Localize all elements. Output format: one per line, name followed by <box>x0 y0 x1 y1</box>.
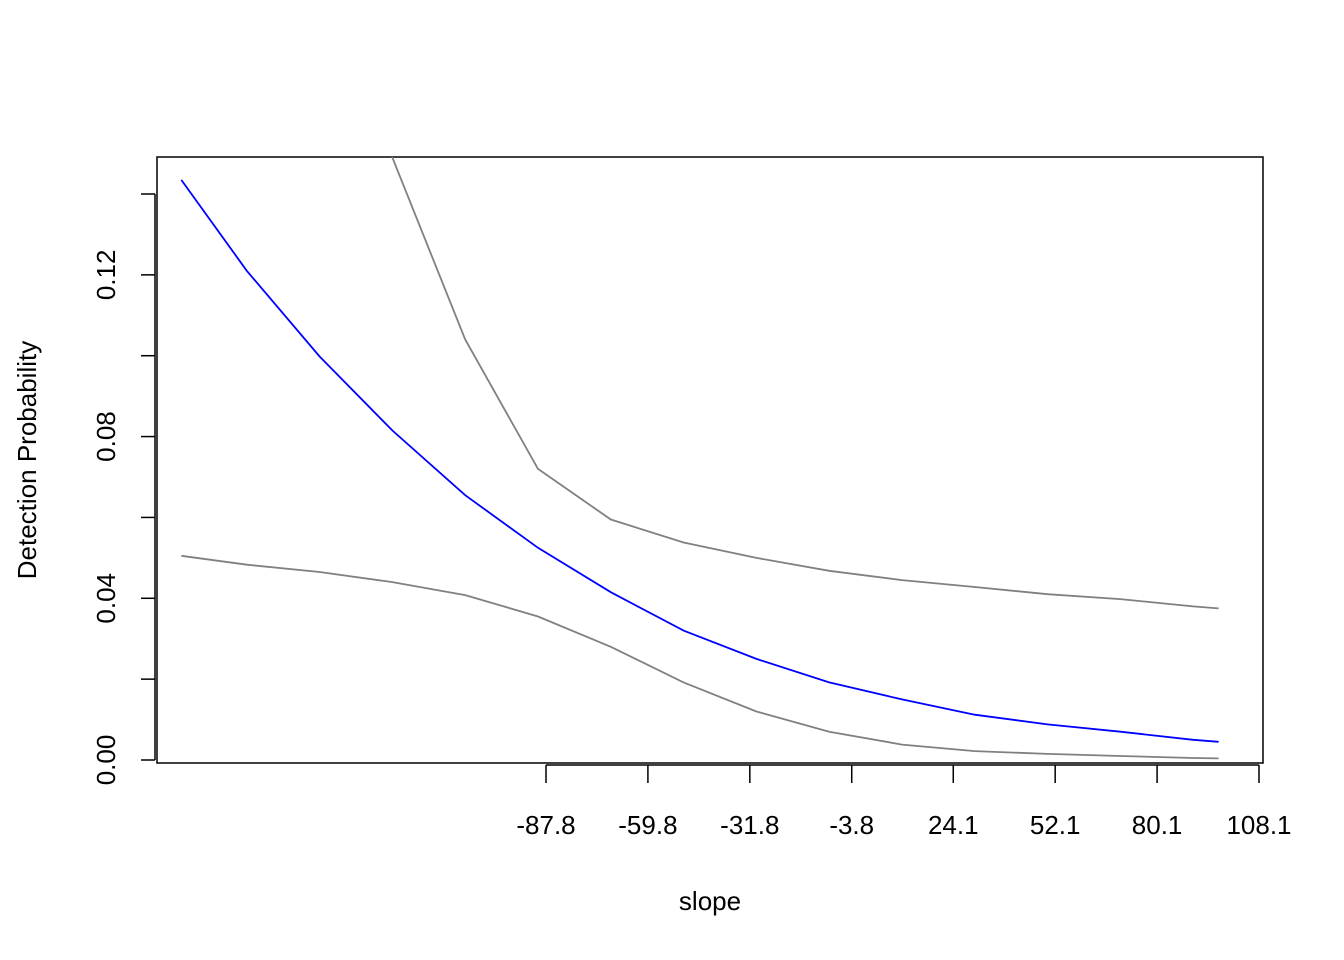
x-axis: -87.8 -59.8 -31.8 -3.8 24.1 52.1 80.1 108.1 <box>516 764 1292 840</box>
y-tick-label: 0.04 <box>91 573 121 624</box>
series-line-lower <box>181 554 1219 760</box>
x-tick-label: -59.8 <box>618 810 677 840</box>
y-axis: 0.00 0.04 0.08 0.12 <box>91 193 156 786</box>
x-tick-label: 52.1 <box>1030 810 1081 840</box>
x-tick-label: 80.1 <box>1132 810 1183 840</box>
y-axis-title: Detection Probability <box>12 341 42 579</box>
x-tick-label: -87.8 <box>516 810 575 840</box>
x-axis-title: slope <box>679 886 741 916</box>
x-tick-label: 24.1 <box>928 810 979 840</box>
series-line-upper <box>391 157 1219 610</box>
series-layer <box>180 157 1219 760</box>
y-tick-label: 0.08 <box>91 411 121 462</box>
x-tick-label: -31.8 <box>720 810 779 840</box>
plot-frame <box>156 156 1264 764</box>
y-tick-label: 0.00 <box>91 735 121 786</box>
y-tick-label: 0.12 <box>91 250 121 301</box>
x-tick-label: 108.1 <box>1226 810 1291 840</box>
x-tick-label: -3.8 <box>829 810 874 840</box>
series-line-estimate <box>180 179 1219 743</box>
